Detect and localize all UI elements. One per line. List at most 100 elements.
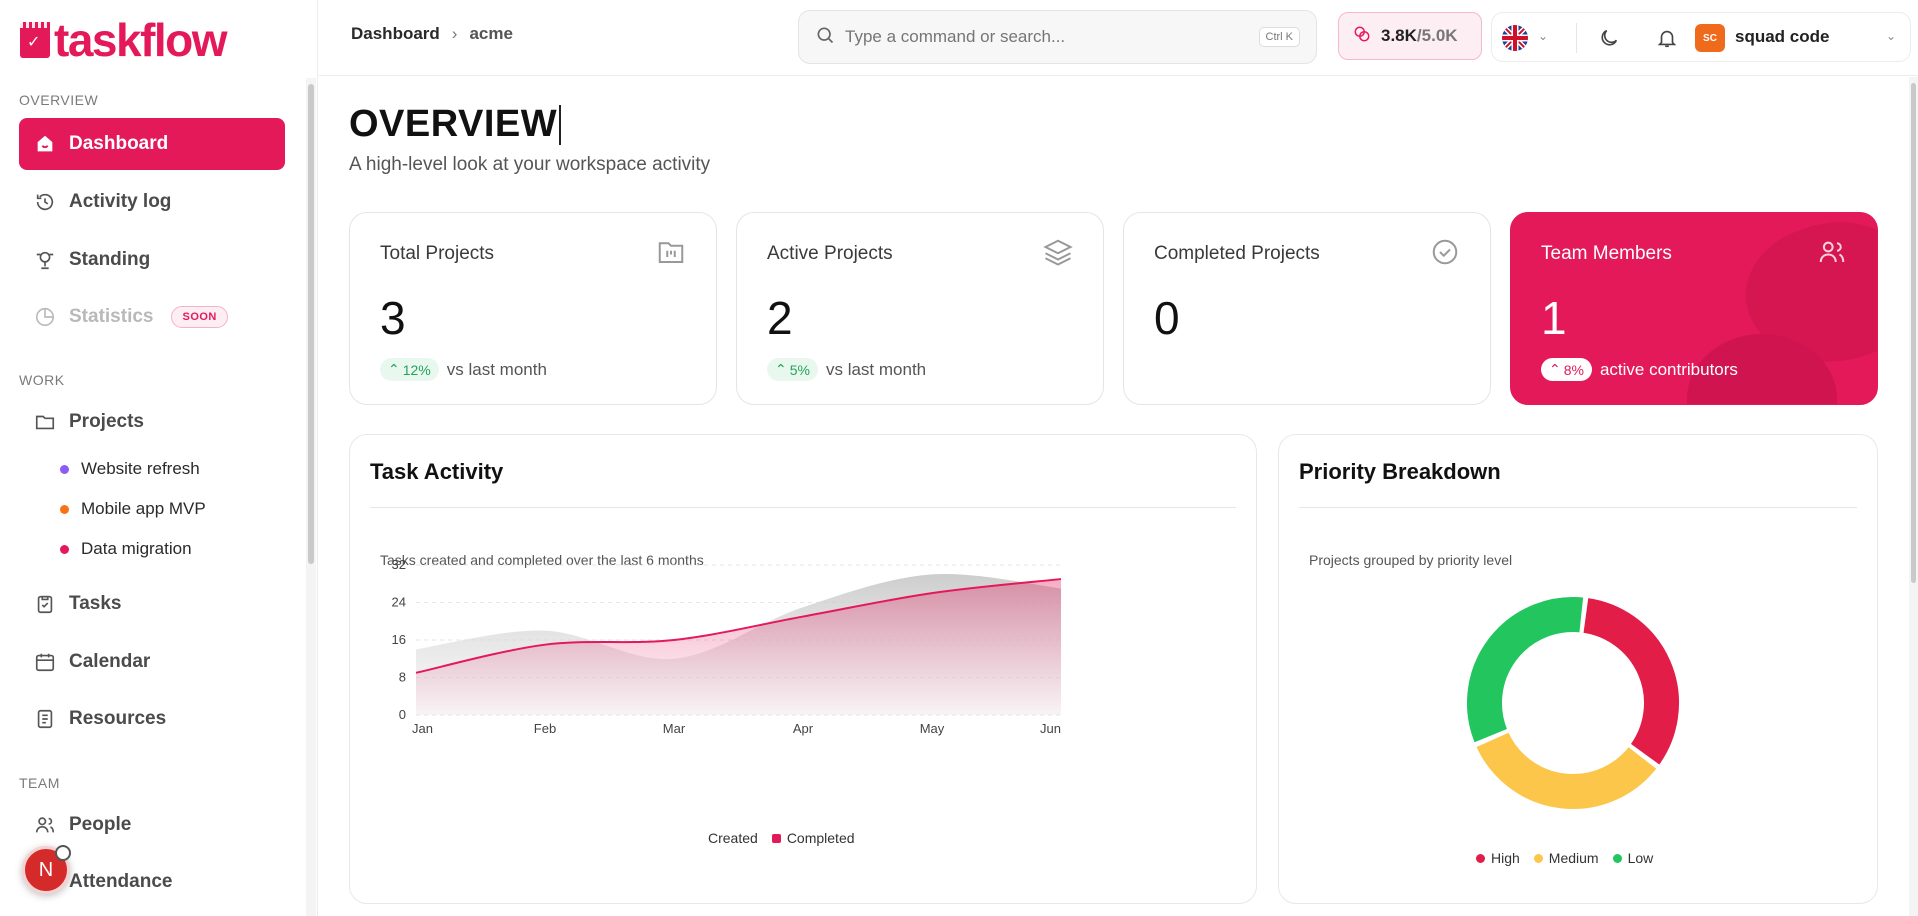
sidebar-item-label: Activity log (69, 191, 172, 212)
sidebar-scrollbar[interactable] (306, 78, 316, 916)
folder-icon (33, 410, 57, 434)
sidebar-item-label: Dashboard (69, 133, 169, 154)
x-tick-label: Jan (412, 721, 433, 736)
search-input[interactable] (845, 27, 1235, 47)
chevron-down-icon[interactable]: ⌄ (1886, 29, 1897, 43)
history-icon (33, 190, 57, 214)
stat-card-team-members[interactable]: Team Members 1 ⌃ 8% active contributors (1510, 212, 1878, 405)
stat-value: 1 (1541, 292, 1567, 344)
page-title: OVERVIEW (349, 104, 562, 145)
sidebar-item-label: Resources (69, 708, 167, 729)
sidebar-item-dashboard[interactable]: Dashboard (19, 118, 285, 170)
series-completed-line[interactable] (415, 578, 1062, 674)
sidebar-item-resources[interactable]: Resources (19, 693, 285, 745)
y-tick-label: 32 (392, 557, 406, 572)
series-completed-area[interactable] (416, 579, 1061, 715)
project-color-dot (60, 464, 69, 474)
project-item-mobile-app[interactable]: Mobile app MVP (60, 494, 206, 524)
credits-badge[interactable]: 3.8K/5.0K (1338, 12, 1482, 60)
divider (1576, 23, 1577, 53)
x-tick-label: Apr (793, 721, 814, 736)
delta-pill: ⌃ 5% (767, 358, 818, 381)
search-icon (815, 25, 835, 50)
stat-card-completed-projects[interactable]: Completed Projects 0 (1123, 212, 1491, 405)
delta-pill: ⌃ 8% (1541, 358, 1592, 381)
divider (1299, 507, 1857, 508)
floating-avatar[interactable]: N (22, 845, 71, 894)
stat-label: Team Members (1541, 243, 1672, 264)
stat-delta: ⌃ 5% vs last month (767, 358, 926, 381)
project-label: Mobile app MVP (81, 499, 206, 518)
sidebar-item-label: People (69, 814, 132, 835)
delta-value: 12% (402, 361, 431, 378)
user-name[interactable]: squad code (1735, 27, 1830, 46)
uk-flag-icon[interactable] (1502, 25, 1528, 51)
project-label: Website refresh (81, 459, 200, 478)
project-item-data-migration[interactable]: Data migration (60, 534, 192, 564)
calendar-icon (33, 650, 57, 674)
sidebar-item-projects[interactable]: Projects (19, 396, 285, 448)
donut-slice-low[interactable] (1465, 595, 1586, 745)
scrollbar-thumb[interactable] (1911, 83, 1916, 583)
stat-value: 0 (1154, 292, 1180, 344)
scrollbar-thumb[interactable] (308, 84, 314, 564)
project-label: Data migration (81, 539, 192, 558)
legend-item-high[interactable]: High (1476, 850, 1520, 866)
legend-swatch (1476, 853, 1485, 863)
legend-swatch (1533, 853, 1543, 863)
project-item-website-refresh[interactable]: Website refresh (60, 454, 200, 484)
section-overview: OVERVIEW (19, 92, 99, 108)
legend-item-completed[interactable]: Completed (771, 830, 855, 846)
legend-item-low[interactable]: Low (1612, 850, 1653, 866)
moon-icon[interactable] (1596, 25, 1622, 51)
x-tick-label: May (920, 721, 945, 736)
breadcrumb-dashboard[interactable]: Dashboard (351, 24, 440, 43)
dashboard-icon (33, 132, 57, 156)
chevron-right-icon: › (451, 24, 458, 43)
main-scrollbar[interactable] (1909, 77, 1918, 916)
delta-value: 8% (1563, 361, 1584, 378)
logo-icon (20, 22, 50, 58)
credits-used: 3.8K (1381, 26, 1417, 45)
y-tick-label: 24 (392, 595, 406, 610)
trend-up-icon: ⌃ (1549, 361, 1561, 377)
top-header: Dashboard › acme Ctrl K 3.8K/5.0K (319, 0, 1918, 76)
donut-slice-medium[interactable] (1473, 730, 1660, 811)
sidebar-item-people[interactable]: People (19, 799, 285, 851)
stat-card-active-projects[interactable]: Active Projects 2 ⌃ 5% vs last month (736, 212, 1104, 405)
divider (370, 507, 1236, 508)
main-content: OVERVIEW A high-level look at your works… (319, 77, 1918, 916)
sidebar-item-standing[interactable]: Standing (19, 234, 285, 286)
card-title: Priority Breakdown (1299, 459, 1501, 484)
sidebar-item-label: Statistics (69, 306, 154, 327)
legend-item-medium[interactable]: Medium (1533, 850, 1599, 866)
donut-slice-high[interactable] (1581, 595, 1681, 768)
chevron-down-icon[interactable]: ⌄ (1538, 29, 1549, 43)
chart-legend: High Medium Low (1476, 850, 1667, 866)
section-work: WORK (19, 372, 65, 388)
page-subtitle: A high-level look at your workspace acti… (349, 154, 711, 175)
bell-icon[interactable] (1654, 25, 1680, 51)
delta-text: vs last month (446, 359, 547, 379)
sidebar-item-statistics[interactable]: Statistics SOON (19, 291, 285, 343)
clipboard-check-icon (33, 592, 57, 616)
sidebar-item-label: Attendance (69, 871, 173, 892)
command-search[interactable]: Ctrl K (798, 10, 1317, 64)
card-title: Task Activity (370, 459, 504, 484)
sidebar-item-tasks[interactable]: Tasks (19, 578, 285, 630)
legend-label: Created (708, 830, 758, 846)
stat-label: Completed Projects (1154, 243, 1320, 264)
kanban-icon (656, 237, 686, 267)
sidebar-item-label: Calendar (69, 651, 151, 672)
breadcrumb-workspace[interactable]: acme (469, 24, 513, 43)
coins-icon (1353, 25, 1371, 48)
legend-item-created[interactable]: Created (708, 830, 758, 846)
sidebar-item-label: Tasks (69, 593, 122, 614)
sidebar-item-calendar[interactable]: Calendar (19, 636, 285, 688)
taskflow-logo[interactable]: taskflow (20, 16, 228, 64)
delta-text: vs last month (825, 359, 927, 379)
sidebar-item-activity-log[interactable]: Activity log (19, 176, 285, 228)
stat-card-total-projects[interactable]: Total Projects 3 ⌃ 12% vs last month (349, 212, 717, 405)
sidebar-item-label: Projects (69, 411, 144, 432)
user-avatar[interactable]: SC (1695, 24, 1725, 52)
